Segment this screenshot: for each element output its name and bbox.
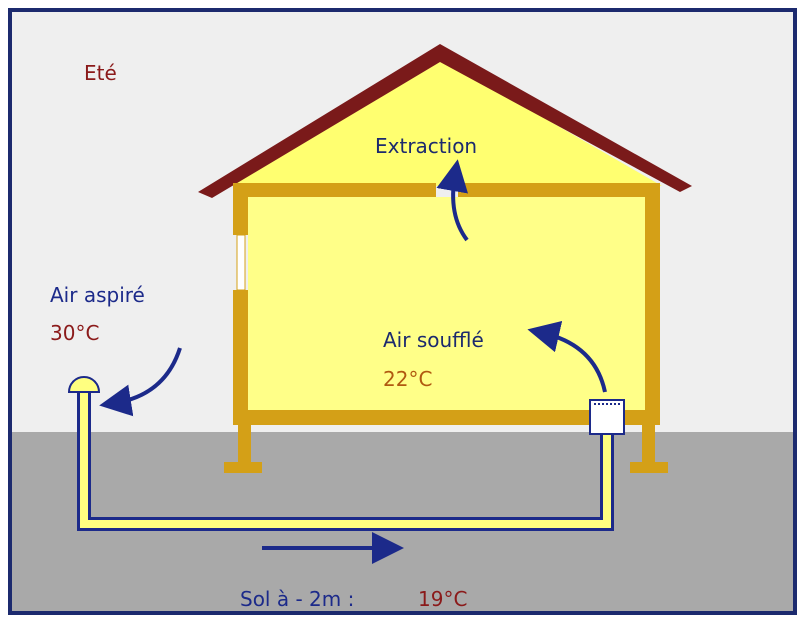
floor [233,410,660,425]
ceiling-beam [458,183,660,197]
arrow-intake [99,347,182,417]
ceiling-beam [233,183,436,197]
ground-temperature: 19°C [418,587,467,611]
leg [238,425,251,465]
extraction-label: Extraction [375,134,477,158]
foot [224,462,262,473]
foot [630,462,668,473]
season: Eté [84,61,117,85]
diffuser [589,399,625,435]
arrow-extraction [436,159,469,242]
right-wall [645,190,660,425]
left-wall [233,290,248,420]
intake-cap [67,376,101,393]
interior [248,197,645,410]
arrow-supply [527,321,607,393]
pipe [80,392,611,528]
intake-label: Air aspiré [50,283,145,307]
left-wall [233,190,248,235]
supply-temperature: 22°C [383,367,432,391]
ground-label: Sol à - 2m : [240,587,354,611]
leg [642,425,655,465]
supply-label: Air soufflé [383,328,484,352]
attic [225,58,662,186]
intake-temperature: 30°C [50,321,99,345]
window [236,234,246,291]
